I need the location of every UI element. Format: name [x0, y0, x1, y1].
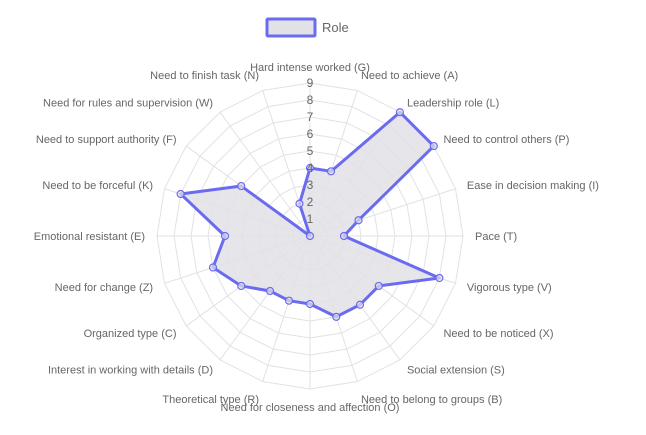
data-point-11[interactable]	[284, 296, 294, 305]
data-point-4[interactable]	[354, 216, 363, 225]
tick-label-1: 1	[307, 212, 314, 226]
legend[interactable]: Role	[265, 17, 349, 38]
data-point-19[interactable]	[295, 199, 304, 208]
category-label-8: Social extension (S)	[407, 364, 505, 376]
category-label-5: Pace (T)	[475, 231, 517, 243]
category-label-6: Vigorous type (V)	[467, 282, 552, 294]
tick-label-9: 9	[307, 76, 314, 90]
category-label-13: Organized type (C)	[84, 328, 177, 340]
legend-swatch-role[interactable]	[265, 17, 317, 38]
legend-label-role[interactable]: Role	[322, 20, 349, 35]
data-point-3[interactable]	[429, 141, 438, 151]
category-label-1: Need to achieve (A)	[361, 70, 458, 82]
data-point-17[interactable]	[237, 181, 246, 191]
category-label-4: Ease in decision making (I)	[467, 180, 599, 192]
data-point-8[interactable]	[355, 300, 365, 309]
data-point-16[interactable]	[176, 189, 185, 199]
data-point-13[interactable]	[237, 281, 246, 291]
data-point-18[interactable]	[305, 231, 315, 241]
category-label-14: Need for change (Z)	[55, 282, 153, 294]
tick-label-4: 4	[307, 161, 314, 175]
tick-label-8: 8	[307, 93, 314, 107]
category-label-16: Need to be forceful (K)	[42, 180, 153, 192]
data-point-5[interactable]	[339, 231, 349, 241]
category-label-12: Interest in working with details (D)	[48, 364, 213, 376]
tick-label-5: 5	[307, 144, 314, 158]
category-label-10: Need for closeness and affection (O)	[221, 402, 400, 414]
tick-label-3: 3	[307, 178, 314, 192]
data-point-1[interactable]	[326, 167, 336, 176]
data-point-6[interactable]	[435, 273, 444, 283]
category-label-0: Hard intense worked (G)	[250, 62, 370, 74]
category-label-2: Leadership role (L)	[407, 98, 499, 110]
category-label-11: Theoretical type (R)	[162, 394, 259, 406]
category-label-15: Emotional resistant (E)	[34, 231, 145, 243]
category-label-19: Need to finish task (N)	[150, 70, 259, 82]
category-labels: Hard intense worked (G)Need to achieve (…	[34, 62, 599, 414]
data-point-15[interactable]	[220, 231, 230, 241]
tick-label-7: 7	[307, 110, 314, 124]
category-label-9: Need to belong to groups (B)	[361, 394, 502, 406]
spoke-18	[219, 111, 311, 237]
tick-label-2: 2	[307, 195, 314, 209]
radial-tick-labels: 1 2 3 4 5 6 7 8 9	[307, 76, 314, 226]
data-point-2[interactable]	[395, 108, 405, 117]
category-label-17: Need to support authority (F)	[36, 134, 177, 146]
category-label-7: Need to be noticed (X)	[443, 328, 553, 340]
category-label-3: Need to control others (P)	[443, 134, 569, 146]
category-label-18: Need for rules and supervision (W)	[43, 98, 213, 110]
data-point-7[interactable]	[374, 281, 383, 291]
data-point-10[interactable]	[305, 299, 315, 309]
data-point-12[interactable]	[265, 286, 275, 296]
data-point-9[interactable]	[332, 312, 341, 321]
series-layer	[176, 108, 444, 321]
data-point-0[interactable]	[305, 163, 315, 173]
data-point-14[interactable]	[208, 263, 218, 272]
tick-label-6: 6	[307, 127, 314, 141]
